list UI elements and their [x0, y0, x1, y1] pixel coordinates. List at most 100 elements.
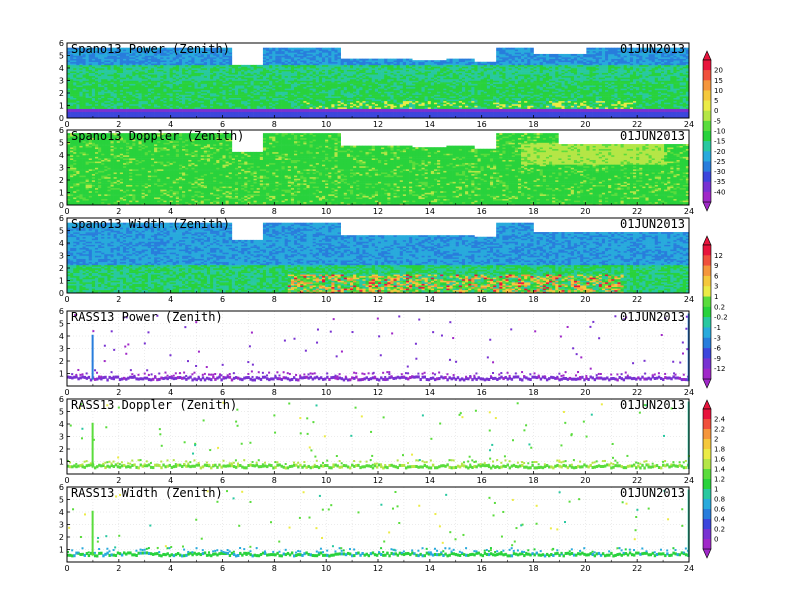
heatmap-cell: [238, 91, 242, 94]
heatmap-cell: [412, 60, 416, 63]
heatmap-cell: [138, 102, 142, 105]
heatmap-cell: [259, 86, 264, 89]
heatmap-cell: [154, 58, 158, 61]
heatmap-cell: [119, 111, 124, 114]
heatmap-cell: [250, 110, 254, 113]
heatmap-cell: [76, 53, 80, 56]
heatmap-cell: [85, 83, 90, 86]
heatmap-cell: [113, 50, 118, 53]
heatmap-cell: [98, 57, 102, 59]
heatmap-cell: [272, 99, 276, 102]
heatmap-cell: [210, 71, 214, 73]
heatmap-cell: [234, 85, 239, 88]
heatmap-cell: [213, 107, 217, 109]
heatmap-cell: [70, 49, 74, 52]
heatmap-cell: [70, 58, 74, 61]
heatmap-cell: [253, 80, 258, 83]
heatmap-cell: [222, 89, 226, 92]
heatmap-cell: [144, 77, 149, 80]
heatmap-cell: [135, 53, 139, 56]
heatmap-cell: [238, 77, 242, 80]
heatmap-cell: [200, 83, 205, 86]
heatmap-cell: [104, 102, 108, 105]
heatmap-cell: [150, 53, 155, 56]
heatmap-cell: [107, 113, 111, 116]
heatmap-cell: [160, 83, 164, 86]
heatmap-cell: [147, 78, 152, 81]
heatmap-cell: [172, 110, 177, 113]
heatmap-cell: [250, 94, 254, 97]
heatmap-cell: [178, 49, 183, 52]
heatmap-cell: [107, 110, 111, 113]
heatmap-cell: [67, 69, 71, 72]
heatmap-cell: [135, 61, 139, 64]
heatmap-cell: [269, 93, 273, 95]
heatmap-cell: [228, 89, 233, 92]
heatmap-cell: [119, 82, 124, 84]
heatmap-cell: [206, 63, 211, 66]
heatmap-cell: [166, 107, 170, 109]
heatmap-cell: [244, 66, 248, 69]
heatmap-cell: [222, 96, 226, 98]
heatmap-cell: [256, 88, 261, 91]
heatmap-cell: [238, 78, 242, 81]
heatmap-cell: [104, 78, 108, 81]
heatmap-cell: [79, 86, 83, 89]
heatmap-cell: [262, 52, 267, 55]
heatmap-cell: [231, 99, 236, 102]
heatmap-cell: [88, 116, 93, 119]
heatmap-cell: [126, 55, 130, 58]
heatmap-cell: [172, 96, 177, 98]
heatmap-cell: [132, 97, 136, 100]
heatmap-cell: [253, 64, 258, 67]
heatmap-cell: [150, 80, 155, 83]
heatmap-cell: [222, 107, 226, 109]
heatmap-cell: [88, 114, 93, 117]
heatmap-cell: [79, 72, 83, 75]
heatmap-cell: [182, 77, 186, 80]
heatmap-cell: [67, 57, 71, 59]
heatmap-cell: [138, 103, 142, 106]
heatmap-cell: [122, 93, 127, 95]
heatmap-cell: [206, 111, 211, 114]
heatmap-cell: [132, 111, 136, 114]
heatmap-cell: [231, 85, 236, 88]
heatmap-cell: [79, 111, 83, 114]
heatmap-cell: [129, 114, 133, 117]
heatmap-cell: [191, 80, 195, 83]
heatmap-cell: [132, 100, 136, 103]
heatmap-cell: [110, 97, 114, 100]
heatmap-cell: [147, 63, 152, 66]
heatmap-cell: [141, 113, 146, 116]
heatmap-cell: [94, 83, 99, 86]
heatmap-cell: [98, 102, 102, 105]
heatmap-cell: [144, 85, 149, 88]
heatmap-cell: [194, 116, 198, 119]
heatmap-cell: [244, 68, 248, 70]
heatmap-cell: [76, 108, 80, 111]
heatmap-cell: [191, 68, 195, 70]
heatmap-cell: [126, 64, 130, 67]
heatmap-cell: [185, 82, 189, 84]
heatmap-cell: [129, 66, 133, 69]
heatmap-cell: [266, 111, 270, 114]
heatmap-cell: [234, 103, 239, 106]
heatmap-cell: [101, 114, 105, 117]
heatmap-cell: [210, 88, 214, 91]
heatmap-cell: [213, 83, 217, 86]
heatmap-cell: [178, 64, 183, 67]
heatmap-cell: [144, 47, 149, 50]
heatmap-cell: [116, 94, 121, 97]
heatmap-cell: [94, 55, 99, 58]
heatmap-cell: [191, 83, 195, 86]
heatmap-cell: [150, 57, 155, 59]
heatmap-cell: [191, 61, 195, 64]
heatmap-cell: [175, 111, 180, 114]
heatmap-cell: [182, 75, 186, 78]
heatmap-cell: [234, 69, 239, 72]
heatmap-cell: [113, 96, 118, 98]
heatmap-cell: [126, 52, 130, 55]
heatmap-cell: [116, 57, 121, 59]
heatmap-cell: [185, 66, 189, 69]
heatmap-cell: [67, 47, 71, 50]
